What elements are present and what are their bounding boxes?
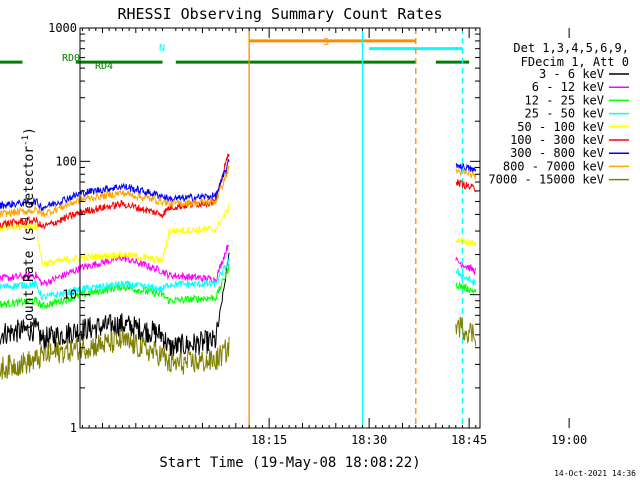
legend-label: 7000 - 15000 keV [488, 173, 604, 187]
plot-frame [79, 27, 481, 429]
flag-label: RD0 [62, 53, 80, 64]
legend-title-line-1: Det 1,3,4,5,6,9, [513, 41, 629, 55]
legend-label: 50 - 100 keV [517, 120, 604, 134]
series-line [0, 316, 477, 380]
legend-label: 300 - 800 keV [510, 146, 604, 160]
series-line [0, 153, 477, 230]
x-tick-label: 18:15 [251, 433, 287, 447]
generation-timestamp: 14-Oct-2021 14:36 [554, 469, 636, 478]
legend-label: 100 - 300 keV [510, 133, 604, 147]
y-tick-label: 100 [55, 154, 77, 168]
flag-label: N [159, 43, 165, 54]
series-line [0, 203, 477, 269]
y-tick-label: 1000 [48, 21, 77, 35]
series-group [0, 153, 477, 380]
series-line [0, 165, 477, 218]
x-tick-label: 19:00 [551, 433, 587, 447]
vertical-markers [248, 28, 464, 428]
x-axis-label: Start Time (19-May-08 18:08:22) [159, 455, 420, 471]
legend-label: 3 - 6 keV [539, 67, 604, 81]
y-axis: 1 10 100 1000 [48, 21, 480, 435]
series-line [0, 252, 230, 358]
legend-label: 25 - 50 keV [525, 107, 604, 121]
y-axis-label-close: ) [22, 127, 37, 135]
y-axis-label-sup: -1 [21, 216, 31, 227]
observing-flags: N S RD0 RD4 [0, 37, 470, 72]
legend-label: 12 - 25 keV [525, 93, 604, 107]
series-line [0, 264, 477, 311]
y-axis-label-main: Count Rate (s [22, 227, 37, 329]
series-line [0, 159, 477, 212]
flag-label: S [323, 37, 329, 48]
flag-label: RD4 [95, 61, 113, 72]
series-line [0, 257, 477, 302]
x-tick-label: 18:45 [451, 433, 487, 447]
legend-label: 6 - 12 keV [532, 80, 604, 94]
y-tick-label: 1 [70, 421, 77, 435]
legend-title-line-2: FDecim 1, Att 0 [521, 55, 629, 69]
series-line [0, 244, 477, 288]
y-axis-label-sup2: -1 [21, 135, 31, 146]
chart-title: RHESSI Observing Summary Count Rates [117, 5, 442, 23]
legend: Det 1,3,4,5,6,9, FDecim 1, Att 0 3 - 6 k… [488, 41, 629, 187]
y-axis-label-tail: detector [22, 146, 37, 217]
y-tick-label: 10 [63, 288, 77, 302]
y-axis-label: Count Rate (s-1 detector-1) [21, 127, 37, 329]
legend-label: 800 - 7000 keV [503, 159, 604, 173]
x-tick-label: 18:30 [351, 433, 387, 447]
